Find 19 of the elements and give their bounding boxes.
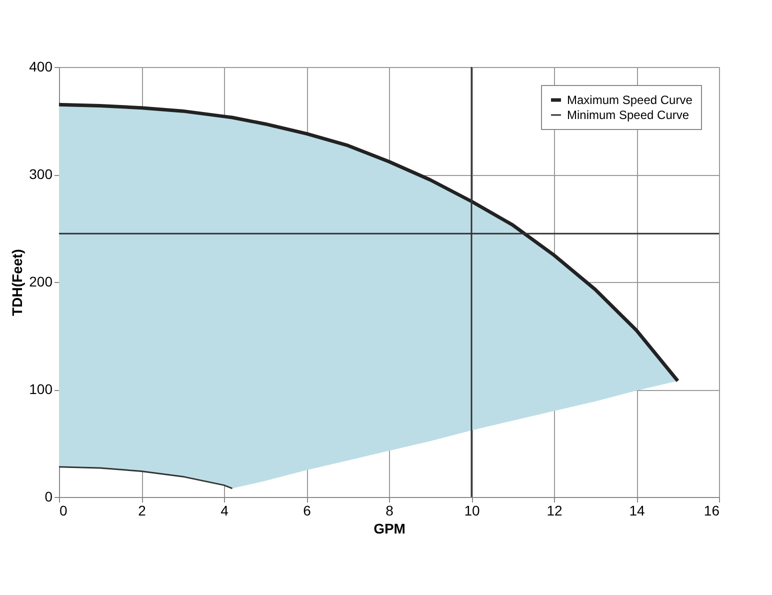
legend-label: Minimum Speed Curve bbox=[567, 108, 690, 122]
y-tick-label: 200 bbox=[29, 274, 53, 290]
y-tick-label: 300 bbox=[29, 166, 53, 182]
x-tick-label: 6 bbox=[303, 502, 312, 518]
y-axis-title: TDH(Feet) bbox=[9, 249, 26, 316]
y-tick-label: 0 bbox=[44, 488, 53, 504]
x-tick-label: 10 bbox=[464, 502, 480, 518]
line-series bbox=[58, 466, 233, 490]
x-tick-label: 4 bbox=[220, 502, 229, 518]
y-tick-label: 400 bbox=[29, 58, 53, 74]
x-axis-title: GPM bbox=[374, 520, 406, 536]
legend-label: Maximum Speed Curve bbox=[567, 93, 693, 107]
x-tick-label: 2 bbox=[138, 502, 146, 518]
x-tick-label: 0 bbox=[60, 502, 68, 518]
x-tick-label: 16 bbox=[704, 502, 720, 518]
x-tick-label: 14 bbox=[629, 502, 645, 518]
x-tick-label: 12 bbox=[546, 502, 562, 518]
x-tick-label: 8 bbox=[386, 502, 394, 518]
y-tick-label: 100 bbox=[29, 381, 53, 397]
